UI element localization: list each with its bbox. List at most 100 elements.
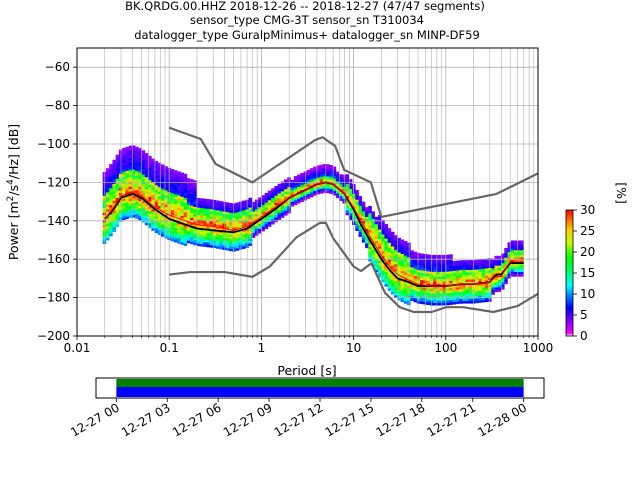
heatmap-cell	[462, 262, 466, 266]
heatmap-cell	[209, 245, 214, 248]
heatmap-cell	[180, 230, 184, 233]
heatmap-cell	[105, 216, 110, 219]
heatmap-cell	[248, 214, 252, 218]
heatmap-cell	[413, 273, 418, 276]
heatmap-cell	[403, 262, 408, 266]
heatmap-cell	[400, 294, 405, 298]
heatmap-cell	[219, 232, 223, 235]
heatmap-cell	[514, 264, 518, 268]
heatmap-cell	[462, 264, 466, 268]
heatmap-cell	[109, 226, 113, 230]
heatmap-cell	[128, 208, 133, 211]
heatmap-cell	[183, 228, 188, 232]
heatmap-cell	[368, 208, 372, 211]
heatmap-cell	[462, 286, 466, 290]
coverage-tick-label: 12-27 21	[425, 400, 479, 439]
heatmap-cell	[109, 214, 113, 218]
heatmap-cell	[206, 215, 210, 219]
heatmap-cell	[335, 174, 340, 177]
heatmap-cell	[144, 215, 149, 219]
heatmap-cell	[105, 180, 110, 183]
heatmap-cell	[313, 178, 317, 182]
heatmap-cell	[413, 258, 418, 262]
heatmap-cell	[365, 207, 369, 210]
heatmap-cell	[180, 206, 184, 209]
heatmap-cell	[190, 232, 194, 235]
heatmap-cell	[355, 225, 359, 229]
heatmap-cell	[433, 269, 437, 272]
heatmap-cell	[326, 166, 330, 170]
heatmap-cell	[484, 287, 489, 291]
heatmap-cell	[206, 225, 210, 229]
heatmap-cell	[219, 217, 223, 221]
heatmap-cell	[225, 245, 230, 249]
heatmap-cell	[229, 236, 233, 240]
heatmap-cell	[225, 238, 230, 241]
heatmap-cell	[284, 186, 288, 190]
heatmap-cell	[267, 197, 272, 201]
heatmap-cell	[203, 220, 207, 223]
heatmap-cell	[433, 298, 437, 301]
heatmap-cell	[161, 176, 165, 180]
heatmap-cell	[420, 272, 424, 276]
heatmap-cell	[514, 252, 518, 256]
heatmap-cell	[151, 192, 155, 195]
heatmap-cell	[219, 237, 223, 240]
heatmap-cell	[290, 199, 295, 202]
heatmap-cell	[381, 234, 385, 237]
heatmap-cell	[180, 203, 184, 207]
heatmap-cell	[316, 172, 320, 176]
heatmap-cell	[199, 224, 204, 228]
heatmap-cell	[387, 235, 392, 238]
heatmap-cell	[251, 208, 256, 212]
y-tick-label: −120	[37, 175, 70, 189]
heatmap-cell	[397, 264, 401, 267]
heatmap-cell	[109, 231, 113, 234]
heatmap-cell	[154, 223, 159, 226]
heatmap-cell	[170, 173, 175, 177]
plot-grid	[77, 48, 538, 336]
heatmap-cell	[115, 161, 120, 165]
heatmap-cell	[475, 271, 479, 275]
heatmap-cell	[400, 273, 405, 276]
heatmap-cell	[517, 242, 521, 246]
heatmap-cell	[449, 287, 453, 291]
heatmap-cell	[413, 299, 418, 303]
heatmap-cell	[261, 228, 265, 232]
heatmap-cell	[144, 177, 149, 180]
heatmap-cell	[135, 153, 139, 157]
y-tick-label: −100	[37, 137, 70, 151]
heatmap-cell	[212, 233, 217, 237]
heatmap-cell	[186, 187, 191, 191]
heatmap-cell	[157, 165, 162, 168]
heatmap-cell	[138, 152, 142, 156]
heatmap-cell	[387, 237, 392, 241]
heatmap-cell	[131, 200, 136, 204]
x-tick-label: 0.01	[64, 341, 91, 355]
heatmap-cell	[403, 289, 408, 292]
heatmap-cell	[442, 288, 447, 292]
heatmap-cell	[309, 189, 314, 193]
heatmap-cell	[183, 190, 188, 194]
heatmap-cell	[193, 240, 197, 243]
heatmap-cell	[128, 169, 133, 173]
heatmap-cell	[122, 169, 126, 173]
heatmap-cell	[397, 278, 401, 282]
heatmap-cell	[442, 281, 447, 284]
heatmap-cell	[397, 293, 401, 296]
heatmap-cell	[455, 267, 460, 271]
heatmap-cell	[186, 216, 191, 220]
heatmap-cell	[112, 176, 116, 180]
heatmap-cell	[128, 181, 133, 185]
heatmap-cell	[345, 207, 350, 211]
heatmap-cell	[222, 213, 227, 217]
heatmap-cell	[112, 212, 116, 216]
heatmap-cell	[141, 157, 146, 161]
heatmap-cell	[177, 202, 181, 206]
heatmap-cell	[384, 248, 388, 251]
heatmap-cell	[361, 239, 366, 243]
heatmap-cell	[180, 174, 184, 178]
heatmap-cell	[290, 196, 295, 200]
heatmap-cell	[241, 243, 246, 247]
heatmap-cell	[514, 269, 518, 272]
